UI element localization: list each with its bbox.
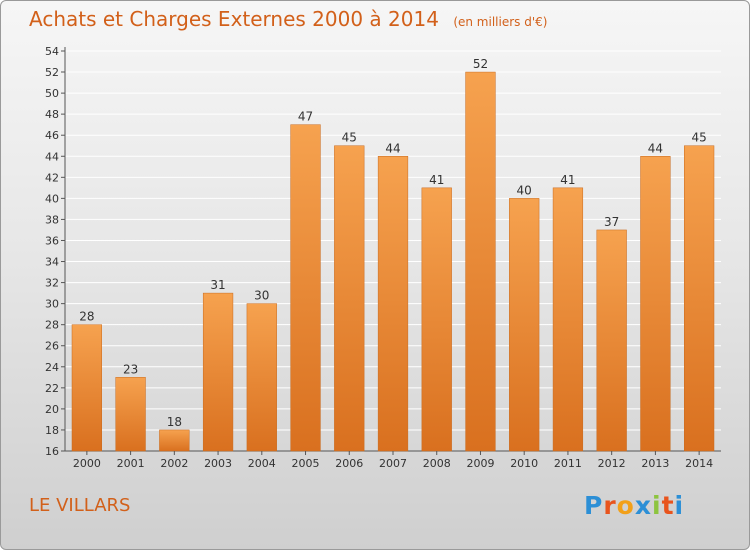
y-tick-label: 34 xyxy=(45,256,59,269)
x-tick-label: 2006 xyxy=(335,457,363,470)
x-tick-label: 2003 xyxy=(204,457,232,470)
chart-title: Achats et Charges Externes 2000 à 2014 (… xyxy=(29,7,547,31)
y-tick-label: 30 xyxy=(45,298,59,311)
x-tick-label: 2005 xyxy=(292,457,320,470)
x-tick-label: 2012 xyxy=(598,457,626,470)
bar-value-label: 45 xyxy=(691,131,706,145)
bar xyxy=(421,187,452,452)
bar xyxy=(640,156,671,452)
bar-value-label: 45 xyxy=(342,131,357,145)
bar xyxy=(246,303,277,452)
bar-value-label: 44 xyxy=(648,141,663,155)
x-tick-label: 2013 xyxy=(641,457,669,470)
x-tick-label: 2014 xyxy=(685,457,713,470)
y-tick-label: 46 xyxy=(45,129,59,142)
x-tick-label: 2010 xyxy=(510,457,538,470)
y-tick-label: 38 xyxy=(45,213,59,226)
logo-letter: t xyxy=(661,491,675,520)
logo-letter: i xyxy=(652,491,662,520)
proxiti-logo: Proxiti xyxy=(584,491,684,520)
chart-subtitle: (en milliers d'€) xyxy=(453,15,548,29)
bar-value-label: 41 xyxy=(560,173,575,187)
bar xyxy=(684,145,715,452)
y-tick-label: 54 xyxy=(45,45,59,58)
bar-value-label: 28 xyxy=(79,310,94,324)
x-tick-label: 2007 xyxy=(379,457,407,470)
y-tick-label: 36 xyxy=(45,234,59,247)
bar-value-label: 30 xyxy=(254,289,269,303)
logo-letter: x xyxy=(634,491,652,520)
y-tick-label: 22 xyxy=(45,382,59,395)
bar xyxy=(377,156,409,452)
bar-value-label: 23 xyxy=(123,362,138,376)
bar-value-label: 18 xyxy=(167,415,182,429)
logo-letter: o xyxy=(616,491,635,520)
y-tick-label: 52 xyxy=(45,66,59,79)
y-tick-label: 32 xyxy=(45,277,59,290)
place-name: LE VILLARS xyxy=(29,495,131,516)
bar-value-label: 40 xyxy=(517,183,532,197)
y-tick-label: 40 xyxy=(45,192,59,205)
x-tick-label: 2000 xyxy=(73,457,101,470)
y-tick-label: 26 xyxy=(45,340,59,353)
bar xyxy=(509,198,540,452)
x-tick-label: 2002 xyxy=(160,457,188,470)
chart-title-text: Achats et Charges Externes 2000 à 2014 xyxy=(29,7,439,31)
x-tick-label: 2011 xyxy=(554,457,582,470)
y-tick-label: 24 xyxy=(45,361,59,374)
x-tick-label: 2008 xyxy=(423,457,451,470)
y-tick-label: 50 xyxy=(45,87,59,100)
y-tick-label: 28 xyxy=(45,319,59,332)
bar xyxy=(596,229,627,452)
logo-letter: r xyxy=(603,491,617,520)
x-tick-label: 2004 xyxy=(248,457,276,470)
bar-value-label: 31 xyxy=(210,278,225,292)
y-tick-label: 20 xyxy=(45,403,59,416)
y-tick-label: 16 xyxy=(45,445,59,458)
bar-value-label: 37 xyxy=(604,215,619,229)
logo-letter: P xyxy=(584,491,604,520)
bar xyxy=(71,324,102,452)
bar xyxy=(552,187,584,452)
y-tick-label: 42 xyxy=(45,171,59,184)
bar xyxy=(202,292,234,452)
y-tick-label: 18 xyxy=(45,424,59,437)
y-tick-label: 44 xyxy=(45,150,59,163)
bar-value-label: 52 xyxy=(473,57,488,71)
bar xyxy=(465,71,496,452)
logo-letter: i xyxy=(674,491,685,520)
bar xyxy=(334,145,365,452)
x-tick-label: 2001 xyxy=(117,457,145,470)
bar xyxy=(290,124,321,452)
x-tick-label: 2009 xyxy=(466,457,494,470)
bar xyxy=(159,429,190,452)
bar-value-label: 44 xyxy=(385,141,400,155)
y-tick-label: 48 xyxy=(45,108,59,121)
bar xyxy=(115,377,146,452)
bar-value-label: 41 xyxy=(429,173,444,187)
bar-value-label: 47 xyxy=(298,110,313,124)
